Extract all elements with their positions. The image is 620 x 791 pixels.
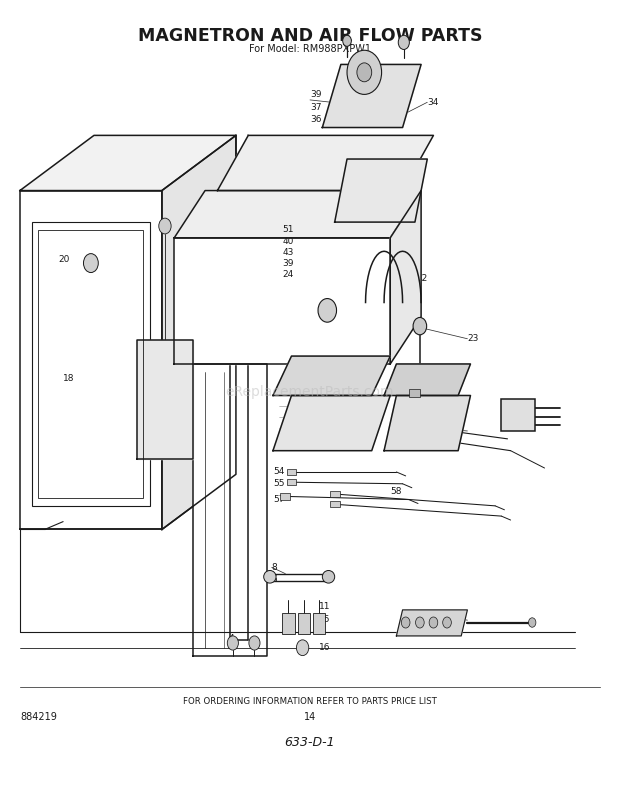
Text: 43: 43 [282, 248, 294, 256]
Bar [286, 479, 296, 486]
Polygon shape [335, 159, 427, 222]
Text: eReplacementParts.com: eReplacementParts.com [226, 384, 394, 399]
Polygon shape [20, 135, 236, 191]
Circle shape [347, 51, 381, 94]
Polygon shape [193, 364, 267, 656]
Bar [409, 389, 420, 397]
Text: 4: 4 [229, 634, 234, 643]
Text: 44: 44 [523, 405, 534, 414]
Bar [286, 469, 296, 475]
Polygon shape [322, 64, 421, 127]
Ellipse shape [264, 570, 276, 583]
Bar [502, 399, 535, 431]
Polygon shape [20, 191, 162, 529]
Text: 14: 14 [304, 713, 316, 722]
Text: 39: 39 [310, 90, 322, 99]
Circle shape [398, 36, 409, 50]
Text: 39: 39 [282, 259, 294, 267]
Text: 24: 24 [282, 270, 293, 278]
Text: 36: 36 [310, 115, 322, 124]
Bar [32, 222, 149, 506]
Text: 16: 16 [319, 643, 330, 653]
Bar [282, 613, 294, 634]
Bar [298, 613, 310, 634]
Text: 51: 51 [282, 225, 294, 234]
Bar [330, 501, 340, 508]
Text: 28: 28 [414, 392, 425, 402]
Circle shape [357, 62, 372, 81]
Text: 11: 11 [319, 602, 330, 611]
Circle shape [296, 640, 309, 656]
Text: 34: 34 [427, 98, 438, 107]
Text: 21: 21 [290, 408, 301, 418]
Polygon shape [273, 356, 390, 396]
Text: FOR ORDERING INFORMATION REFER TO PARTS PRICE LIST: FOR ORDERING INFORMATION REFER TO PARTS … [183, 697, 437, 706]
Polygon shape [174, 238, 390, 364]
Text: 59: 59 [440, 433, 451, 442]
Text: 22: 22 [433, 610, 445, 619]
Text: For Model: RM988PXPW1: For Model: RM988PXPW1 [249, 44, 371, 54]
Bar [280, 494, 290, 500]
Circle shape [443, 617, 451, 628]
Circle shape [84, 254, 99, 273]
Polygon shape [162, 135, 236, 529]
Text: 26: 26 [290, 395, 301, 404]
Text: 57: 57 [273, 495, 285, 504]
Ellipse shape [322, 570, 335, 583]
Circle shape [249, 636, 260, 650]
Polygon shape [218, 135, 433, 191]
Text: 20: 20 [58, 255, 69, 264]
Text: 884219: 884219 [20, 713, 57, 722]
Polygon shape [137, 340, 193, 459]
Circle shape [159, 218, 171, 234]
Polygon shape [384, 396, 471, 451]
Circle shape [429, 617, 438, 628]
Bar [313, 613, 326, 634]
Text: 15: 15 [319, 615, 330, 624]
Text: 29: 29 [440, 420, 451, 430]
Polygon shape [273, 396, 390, 451]
Circle shape [413, 317, 427, 335]
Circle shape [318, 298, 337, 322]
Bar [38, 230, 143, 498]
Text: 54: 54 [273, 467, 285, 476]
Text: 37: 37 [310, 103, 322, 112]
Circle shape [415, 617, 424, 628]
Text: 18: 18 [63, 373, 74, 383]
Text: 633-D-1: 633-D-1 [285, 736, 335, 749]
Text: 42: 42 [416, 274, 427, 283]
Circle shape [228, 636, 239, 650]
Polygon shape [384, 364, 471, 396]
Polygon shape [396, 610, 467, 636]
Polygon shape [174, 191, 421, 238]
Circle shape [401, 617, 410, 628]
Polygon shape [390, 191, 421, 364]
Text: 58: 58 [390, 487, 402, 496]
Circle shape [528, 618, 536, 627]
Text: 23: 23 [467, 335, 479, 343]
Bar [330, 491, 340, 498]
Text: 8: 8 [272, 563, 278, 572]
Text: MAGNETRON AND AIR FLOW PARTS: MAGNETRON AND AIR FLOW PARTS [138, 27, 482, 44]
Circle shape [343, 36, 352, 47]
Text: 34: 34 [427, 407, 438, 416]
Text: 40: 40 [282, 237, 294, 245]
Text: 5: 5 [272, 575, 278, 585]
Text: 55: 55 [273, 479, 285, 488]
